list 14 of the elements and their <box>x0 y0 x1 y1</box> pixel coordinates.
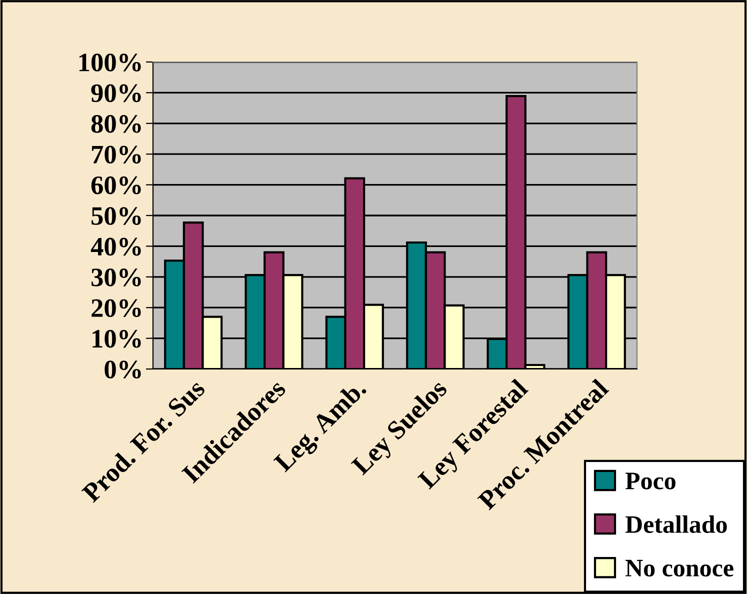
y-tick-label: 100% <box>79 54 141 72</box>
y-tick-label: 10% <box>92 330 141 348</box>
legend-label: Detallado <box>625 515 727 533</box>
y-tick-label: 80% <box>91 115 141 133</box>
y-tick-label: 40% <box>90 238 141 256</box>
y-tick-label: 50% <box>92 207 141 225</box>
y-tick-label: 70% <box>92 146 141 164</box>
y-tick-label: 60% <box>91 176 141 194</box>
y-tick-label: 90% <box>91 84 141 102</box>
y-tick-label: 30% <box>91 268 141 286</box>
legend-label: No conoce <box>625 560 734 577</box>
y-tick-label: 0% <box>104 360 141 378</box>
y-tick-label: 20% <box>92 299 141 318</box>
legend-label: Poco <box>625 472 676 490</box>
